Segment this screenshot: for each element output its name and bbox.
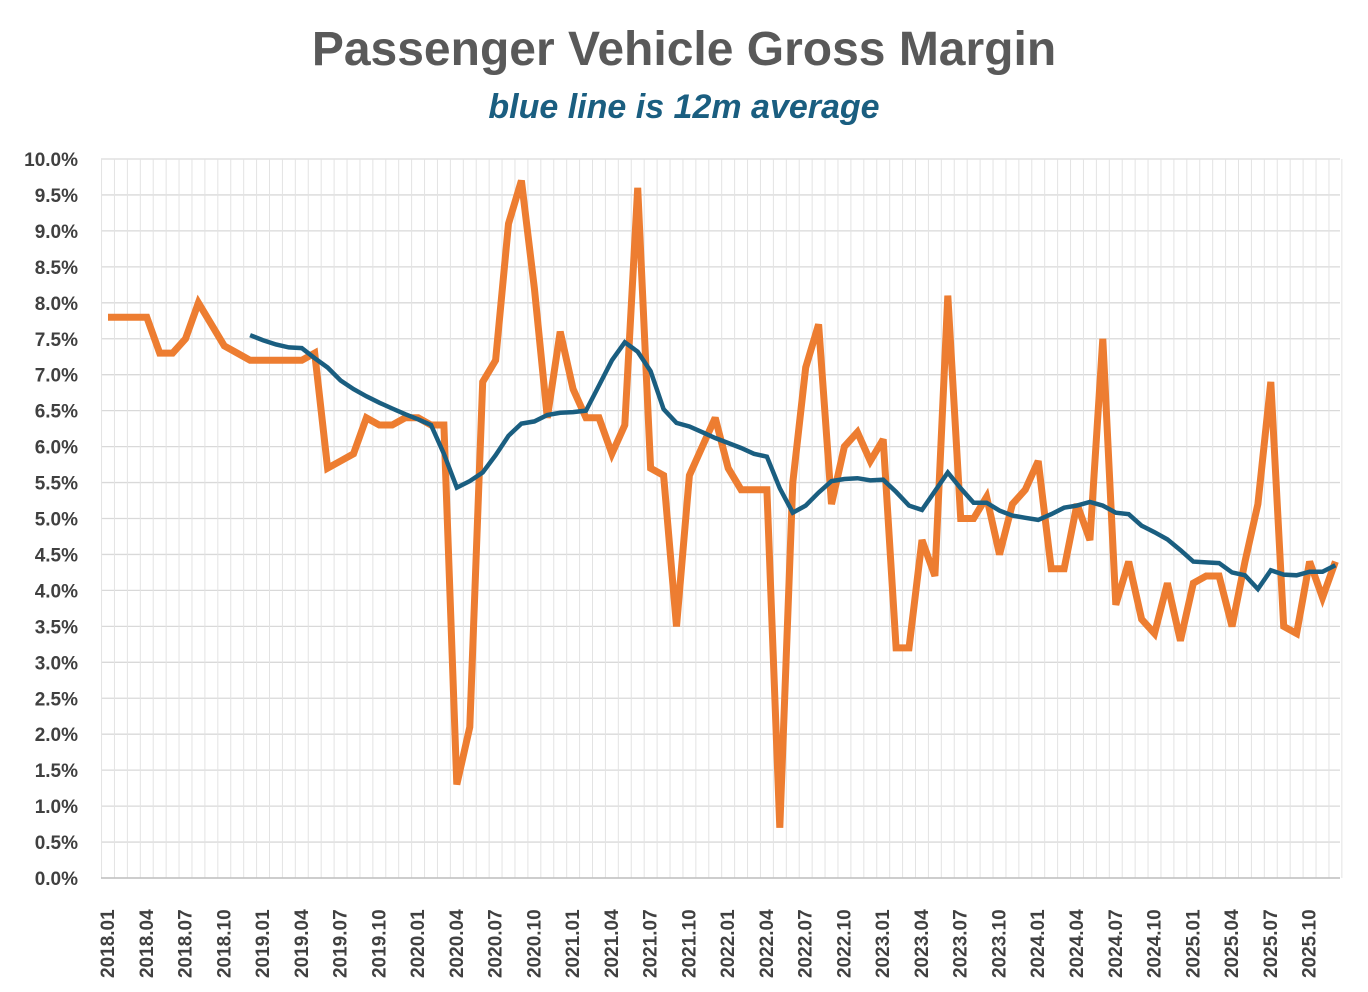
x-tick-label: 2018.01 [98, 909, 119, 978]
y-tick-label: 1.5% [35, 761, 78, 782]
x-tick-label: 2025.01 [1183, 909, 1204, 978]
x-tick-label: 2025.10 [1300, 909, 1321, 978]
y-tick-label: 6.5% [35, 402, 78, 423]
x-tick-label: 2021.10 [679, 909, 700, 978]
x-tick-label: 2022.10 [834, 909, 855, 978]
x-tick-label: 2020.01 [408, 909, 429, 978]
x-tick-label: 2022.01 [718, 909, 739, 978]
y-tick-label: 0.0% [35, 869, 78, 890]
y-tick-label: 6.0% [35, 438, 78, 459]
x-tick-label: 2024.04 [1067, 909, 1088, 978]
x-tick-label: 2020.04 [447, 909, 468, 978]
y-tick-label: 8.0% [35, 294, 78, 315]
x-tick-label: 2024.07 [1106, 909, 1127, 978]
x-tick-label: 2023.01 [873, 909, 894, 978]
y-tick-label: 2.5% [35, 689, 78, 710]
y-tick-label: 3.5% [35, 617, 78, 638]
x-tick-label: 2024.01 [1028, 909, 1049, 978]
x-axis-ticks: 2018.01 2018.04 2018.07 2018.10 2019.01 2019.… [98, 909, 1321, 978]
x-tick-label: 2019.10 [369, 909, 390, 978]
x-tick-label: 2018.04 [137, 909, 158, 978]
x-tick-label: 2024.10 [1145, 909, 1166, 978]
x-tick-label: 2019.01 [253, 909, 274, 978]
x-tick-label: 2019.04 [292, 909, 313, 978]
y-tick-label: 4.0% [35, 581, 78, 602]
chart-title: Passenger Vehicle Gross Margin [311, 23, 1057, 76]
x-tick-label: 2018.10 [214, 909, 235, 978]
x-tick-label: 2020.10 [524, 909, 545, 978]
y-tick-label: 5.0% [35, 510, 78, 531]
y-tick-label: 0.5% [35, 833, 78, 854]
x-tick-label: 2020.07 [486, 909, 507, 978]
x-tick-label: 2021.04 [602, 909, 623, 978]
x-tick-label: 2023.07 [951, 909, 972, 978]
y-tick-label: 10.0% [24, 150, 78, 171]
y-tick-label: 9.5% [35, 186, 78, 207]
x-tick-label: 2023.04 [912, 909, 933, 978]
y-tick-label: 1.0% [35, 797, 78, 818]
x-tick-label: 2025.07 [1261, 909, 1282, 978]
series-lines [108, 179, 1339, 828]
y-tick-label: 3.0% [35, 653, 78, 674]
y-tick-label: 4.5% [35, 545, 78, 566]
average-line [249, 333, 1337, 593]
chart-subtitle: blue line is 12m average [488, 88, 880, 126]
x-tick-label: 2023.10 [989, 909, 1010, 978]
x-tick-label: 2025.04 [1222, 909, 1243, 978]
x-tick-label: 2018.07 [176, 909, 197, 978]
y-tick-label: 7.0% [35, 366, 78, 387]
gridlines [101, 158, 1343, 879]
y-tick-label: 9.0% [35, 222, 78, 243]
x-tick-label: 2022.07 [796, 909, 817, 978]
y-axis-ticks: 0.0% 0.5% 1.0% 1.5% 2.0% 2.5% 3.0% 3.5% 4.0% 4.5%… [24, 150, 78, 890]
y-tick-label: 2.0% [35, 725, 78, 746]
x-tick-label: 2021.07 [641, 909, 662, 978]
x-tick-label: 2019.07 [331, 909, 352, 978]
y-tick-label: 8.5% [35, 258, 78, 279]
y-tick-label: 7.5% [35, 330, 78, 351]
x-tick-label: 2022.04 [757, 909, 778, 978]
x-tick-label: 2021.01 [563, 909, 584, 978]
y-tick-label: 5.5% [35, 474, 78, 495]
